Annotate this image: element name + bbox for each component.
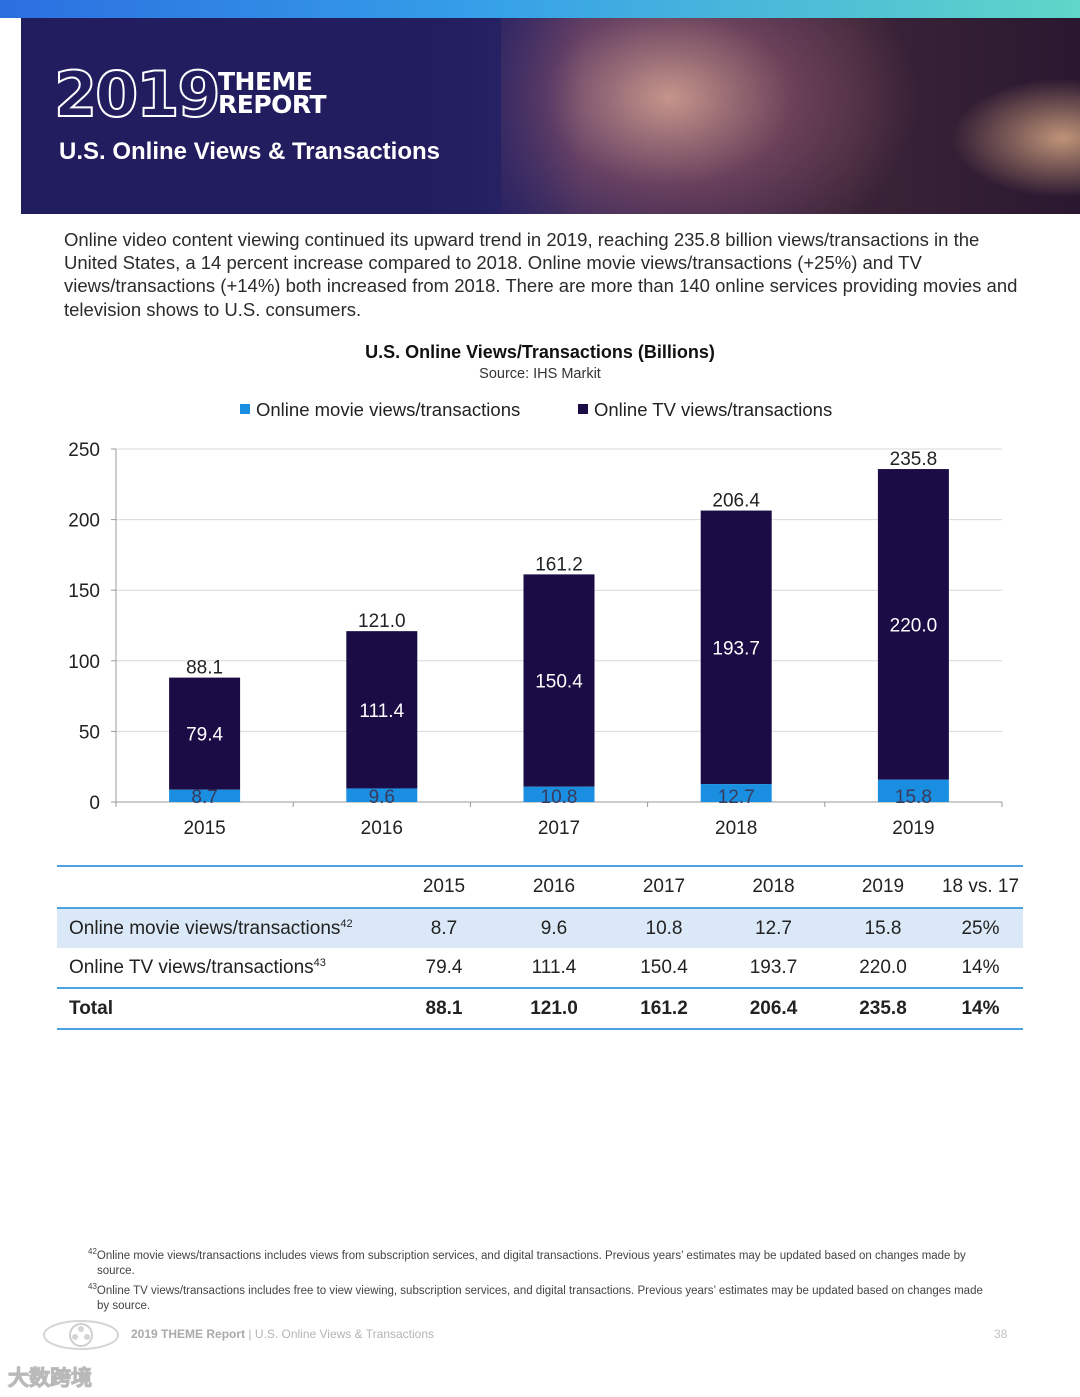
data-label-total: 161.2 — [535, 554, 583, 575]
y-tick-label: 250 — [68, 440, 100, 461]
data-label-total: 206.4 — [712, 491, 760, 512]
data-label-total: 121.0 — [358, 611, 406, 632]
bar-tv-2018 — [700, 510, 772, 785]
chart-title: U.S. Online Views/Transactions (Billions… — [365, 342, 715, 362]
y-tick-label: 50 — [79, 722, 100, 743]
brand-year: 2019 — [53, 57, 222, 132]
x-tick-label: 2018 — [715, 818, 757, 839]
data-label-movie: 10.8 — [541, 787, 578, 808]
y-tick-label: 0 — [89, 793, 100, 814]
data-label-tv: 79.4 — [186, 725, 223, 746]
bar-movie-2016 — [346, 788, 418, 802]
x-tick-label: 2016 — [361, 818, 403, 839]
page-title: U.S. Online Views & Transactions — [59, 138, 441, 165]
bar-tv-2017 — [523, 574, 595, 787]
data-label-movie: 9.6 — [369, 787, 395, 808]
x-tick-label: 2019 — [892, 818, 934, 839]
y-tick-label: 100 — [68, 652, 100, 673]
intro-paragraph: Online video content viewing continued i… — [64, 229, 1018, 320]
cinema-logo-icon — [43, 1320, 119, 1350]
footnote-42: 42Online movie views/transactions includ… — [88, 1247, 966, 1277]
y-tick-label: 150 — [68, 581, 100, 602]
table-row-movie: Online movie views/transactions42 8.7 9.… — [57, 908, 1023, 948]
data-label-movie: 15.8 — [895, 787, 932, 808]
brand-wordmark: THEME REPORT — [218, 67, 327, 119]
legend-swatch-tv — [578, 404, 588, 414]
bar-tv-2019 — [877, 469, 949, 780]
legend-swatch-movie — [240, 404, 250, 414]
x-tick-label: 2017 — [538, 818, 580, 839]
data-table: 2015 2016 2017 2018 2019 18 vs. 17 Onlin… — [57, 865, 1023, 1030]
x-tick-label: 2015 — [183, 818, 225, 839]
data-label-movie: 12.7 — [718, 787, 755, 808]
data-label-movie: 8.7 — [191, 787, 217, 808]
data-label-tv: 111.4 — [359, 701, 404, 722]
table-row-tv: Online TV views/transactions43 79.4 111.… — [69, 956, 1000, 978]
bar-movie-2019 — [877, 779, 949, 802]
data-label-total: 88.1 — [186, 658, 223, 679]
table-header-row: 2015 2016 2017 2018 2019 18 vs. 17 — [57, 866, 1023, 908]
y-tick-label: 200 — [68, 511, 100, 532]
hero-lamp-light — [951, 78, 1080, 198]
table-row-total: Total 88.1 121.0 161.2 206.4 235.8 14% — [57, 988, 1023, 1029]
hero-banner: 2019 THEME REPORT U.S. Online Views & Tr… — [21, 18, 1080, 214]
data-label-total: 235.8 — [890, 449, 938, 470]
top-gradient-strip — [0, 0, 1080, 18]
bar-tv-2016 — [346, 631, 418, 789]
bar-movie-2018 — [700, 784, 772, 802]
legend-item-tv: Online TV views/transactions — [578, 399, 832, 421]
data-label-tv: 193.7 — [712, 638, 760, 659]
bar-movie-2017 — [523, 786, 595, 802]
bar-tv-2015 — [169, 677, 241, 790]
legend-item-movie: Online movie views/transactions — [240, 399, 520, 421]
stacked-bar-chart: 0 50 100 150 200 250 8.7 79.4 88.1 2015 9.6 111.4 12… — [68, 440, 1003, 839]
chart-source: Source: IHS Markit — [479, 366, 601, 382]
watermark-text: 大数跨境 — [8, 1367, 93, 1391]
data-label-tv: 150.4 — [535, 672, 583, 693]
footnote-43: 43Online TV views/transactions includes … — [88, 1281, 983, 1312]
data-label-tv: 220.0 — [890, 615, 938, 636]
page-number: 38 — [994, 1327, 1008, 1341]
footnotes: 42Online movie views/transactions includ… — [88, 1244, 993, 1314]
bar-movie-2015 — [169, 789, 241, 802]
footer-caption: 2019 THEME Report | U.S. Online Views & … — [131, 1327, 435, 1341]
